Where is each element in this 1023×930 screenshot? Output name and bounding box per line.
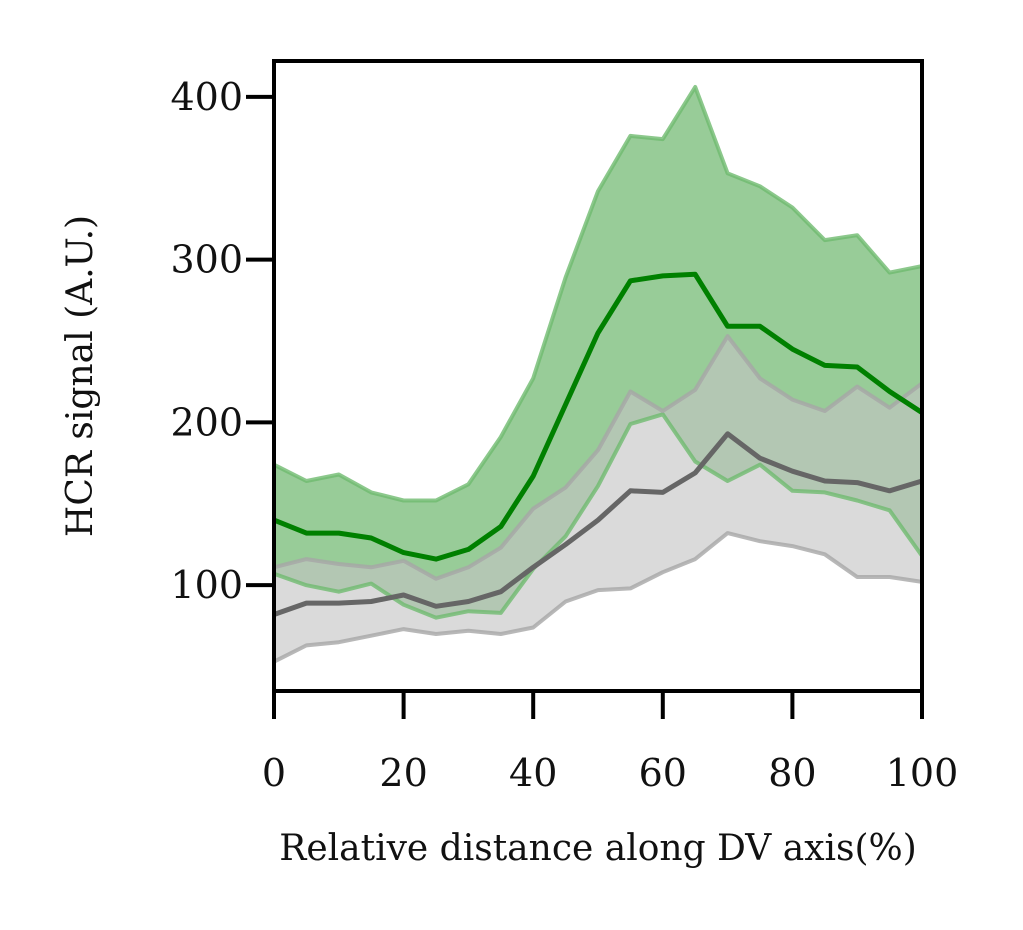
plot-frame: [272, 59, 924, 693]
y-axis-label: HCR signal (A.U.): [60, 215, 101, 537]
series-0-lower-edge: [273, 412, 924, 620]
x-tick-label: 60: [639, 751, 687, 795]
series-1-lower-edge: [273, 531, 923, 664]
series-0-upper-edge: [273, 85, 923, 503]
y-tick-label: 400: [170, 75, 243, 119]
x-tick-label: 80: [768, 751, 816, 795]
y-tick-label: 100: [170, 563, 243, 607]
x-axis-label: Relative distance along DV axis(%): [279, 828, 917, 869]
x-axis: 0 20 40 60 80 100: [262, 691, 958, 795]
series-0-band: [274, 87, 922, 618]
y-tick-label: 200: [170, 400, 243, 444]
x-tick-label: 0: [262, 751, 286, 795]
y-tick-label: 300: [170, 238, 243, 282]
x-tick-label: 40: [509, 751, 557, 795]
x-tick-label: 20: [379, 751, 427, 795]
series-1-mean-line: [273, 431, 923, 617]
series-0-mean-line: [273, 271, 924, 562]
series-1-upper-edge: [273, 334, 924, 581]
x-tick-label: 100: [886, 751, 959, 795]
y-axis: 100 200 300 400: [170, 75, 274, 607]
plot-area: [273, 85, 924, 664]
